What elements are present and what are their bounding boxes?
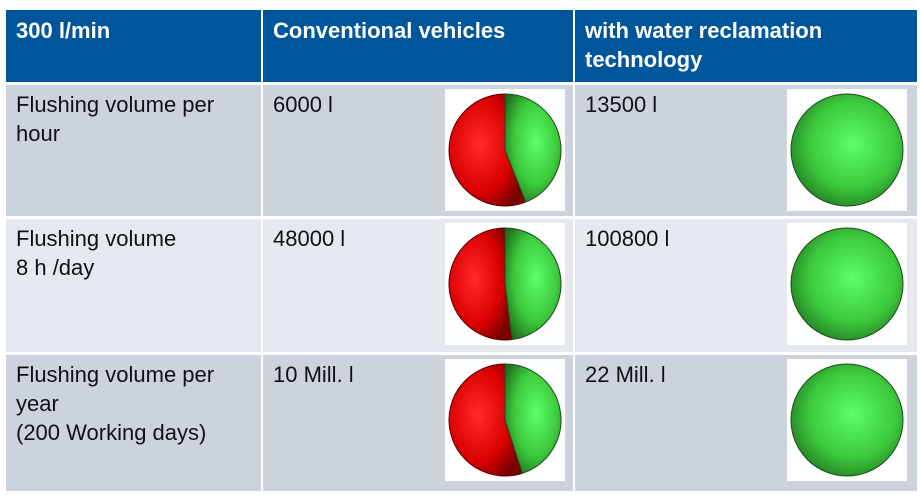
value-reclamation-per-hour: 13500 l: [585, 92, 658, 117]
cell-conventional-per-hour: 6000 l: [263, 85, 573, 216]
pie-slice-green: [504, 227, 562, 341]
value-conventional-per-day: 48000 l: [273, 226, 346, 251]
header-flow-rate: 300 l/min: [6, 10, 261, 82]
pie-slice-green: [504, 363, 562, 474]
pie-slice-red: [448, 93, 527, 207]
pie-slice-green: [790, 93, 904, 207]
pie-chart-conventional-per-day: [445, 223, 565, 345]
row-label-per-year: Flushing volume per year (200 Working da…: [6, 355, 261, 491]
pie-slice-red: [448, 227, 513, 341]
cell-reclamation-per-year: 22 Mill. l: [575, 355, 917, 491]
cell-reclamation-per-hour: 13500 l: [575, 85, 917, 216]
pie-slice-green: [790, 363, 904, 477]
pie-chart-reclamation-per-hour: [787, 89, 907, 211]
pie-slice-red: [448, 363, 523, 477]
pie-chart-conventional-per-year: [445, 359, 565, 481]
header-water-reclamation: with water reclamation technology: [575, 10, 917, 82]
pie-chart-reclamation-per-day: [787, 223, 907, 345]
cell-conventional-per-day: 48000 l: [263, 219, 573, 352]
value-conventional-per-hour: 6000 l: [273, 92, 333, 117]
cell-reclamation-per-day: 100800 l: [575, 219, 917, 352]
row-label-per-hour: Flushing volume per hour: [6, 85, 261, 216]
header-conventional-vehicles: Conventional vehicles: [263, 10, 573, 82]
value-reclamation-per-day: 100800 l: [585, 226, 670, 251]
pie-chart-reclamation-per-year: [787, 359, 907, 481]
cell-conventional-per-year: 10 Mill. l: [263, 355, 573, 491]
row-label-per-day: Flushing volume 8 h /day: [6, 219, 261, 352]
value-reclamation-per-year: 22 Mill. l: [585, 362, 666, 387]
value-conventional-per-year: 10 Mill. l: [273, 362, 354, 387]
comparison-table: 300 l/min Conventional vehicles with wat…: [6, 10, 917, 492]
pie-chart-conventional-per-hour: [445, 89, 565, 211]
pie-slice-green: [790, 227, 904, 341]
pie-slice-green: [504, 93, 562, 203]
